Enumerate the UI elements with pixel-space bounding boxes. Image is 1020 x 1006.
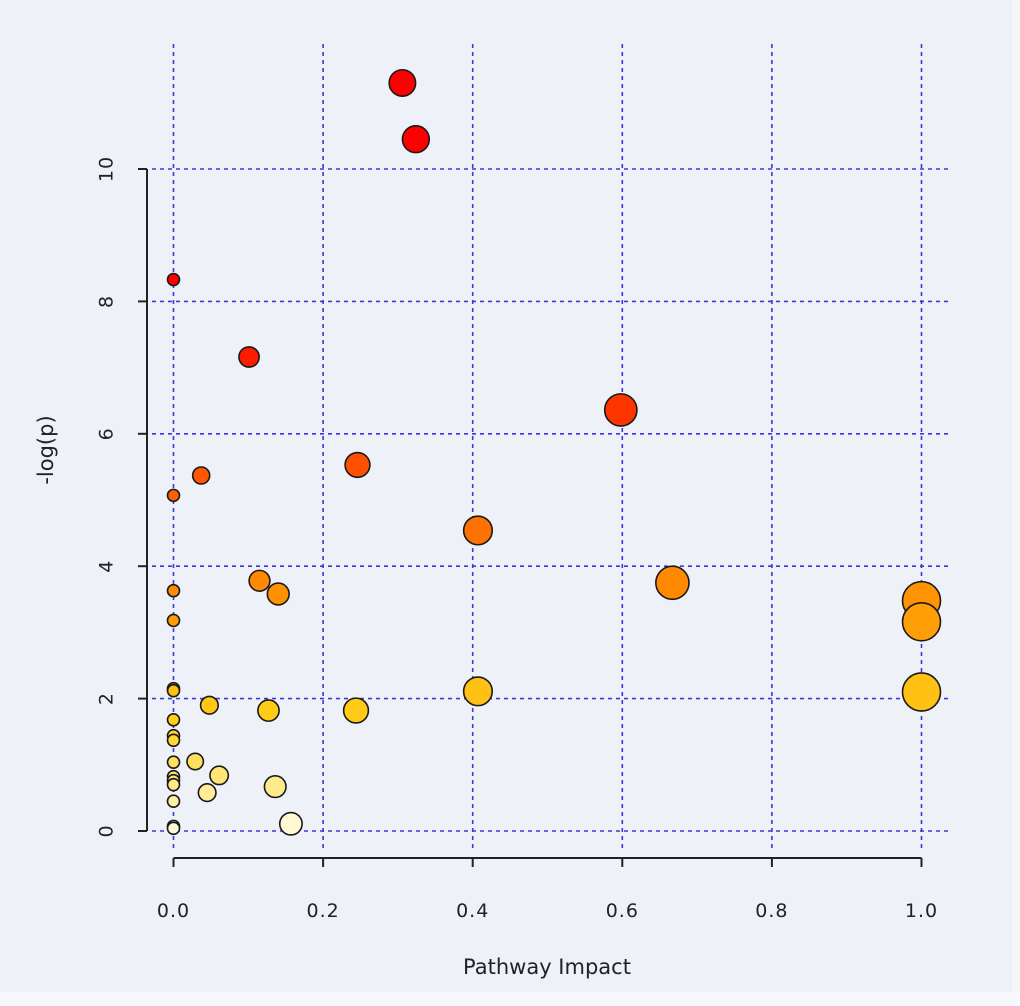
data-points [166,68,942,836]
data-point [197,783,217,803]
x-tick-label: 0.6 [606,900,639,922]
data-point [166,613,181,628]
data-point [166,583,181,598]
data-point [388,68,417,97]
axes [138,168,923,867]
data-point [209,765,230,786]
y-tick-label: 8 [96,295,118,308]
data-point [166,777,181,792]
data-point [166,794,181,809]
data-point [263,775,287,799]
axis-labels: 0.0 0.2 0.4 0.6 0.8 1.0 0 2 4 6 8 10 Pathway Impact -… [34,156,938,979]
data-point [401,125,431,154]
data-point [342,697,370,724]
x-tick-label: 0.0 [157,900,190,922]
data-point [166,683,181,698]
data-point [248,569,271,592]
y-tick-label: 4 [96,560,118,573]
data-point [166,272,181,287]
data-point [603,393,638,427]
scatter-chart: 0.0 0.2 0.4 0.6 0.8 1.0 0 2 4 6 8 10 Pathway Impact -… [34,44,950,979]
y-tick-label: 6 [96,427,118,440]
data-point [199,695,220,715]
data-point [462,676,494,707]
x-tick-label: 0.8 [755,900,788,922]
data-point [257,699,280,722]
y-tick-label: 0 [96,824,118,837]
y-axis-title: -log(p) [34,415,58,484]
data-point [266,582,290,606]
data-point [166,488,181,503]
data-point [462,515,494,546]
x-tick-label: 0.2 [306,900,339,922]
data-point [166,821,181,836]
data-point [238,346,260,368]
data-point [278,811,303,836]
grid-lines [152,44,950,850]
data-point [191,466,211,485]
data-point [655,565,690,601]
x-tick-label: 1.0 [905,900,938,922]
frame-edge [0,992,1020,1006]
data-point [901,602,942,642]
y-tick-label: 2 [96,692,118,705]
data-point [166,712,181,727]
frame-edge [1012,0,1020,1006]
x-axis-title: Pathway Impact [463,955,631,979]
data-point [166,733,181,748]
x-tick-label: 0.4 [456,900,489,922]
data-point [186,752,205,771]
data-point [901,672,942,712]
data-point [344,451,371,479]
data-point [166,755,181,769]
y-tick-label: 10 [96,156,118,182]
